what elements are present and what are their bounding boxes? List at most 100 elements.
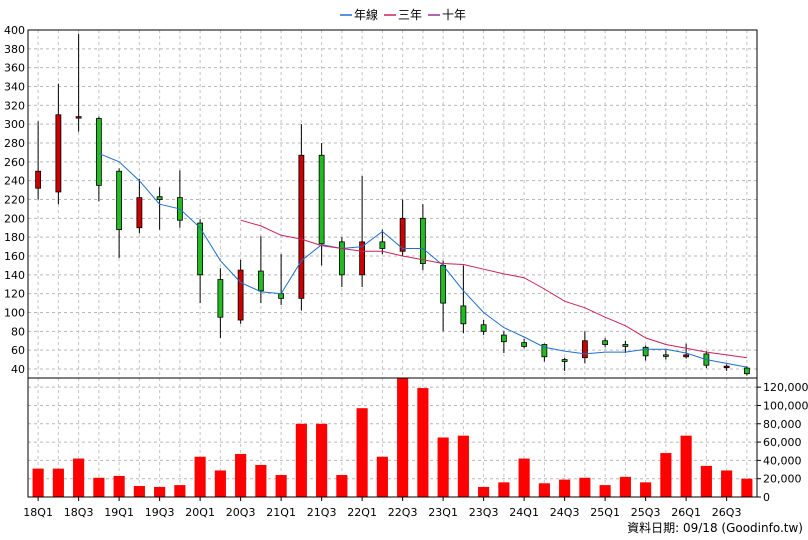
legend-label: 十年	[442, 8, 466, 22]
volume-bar	[640, 482, 652, 497]
x-tick-label: 24Q1	[509, 506, 539, 519]
volume-bar	[660, 453, 672, 497]
volume-panel-frame	[27, 377, 758, 498]
candle-body	[75, 116, 82, 119]
volume-bar	[457, 435, 469, 497]
price-tick-label: 280	[4, 137, 25, 150]
series-line-three-year	[240, 219, 747, 359]
price-tick-label: 120	[4, 288, 25, 301]
x-axis: 18Q1 18Q3 19Q1 19Q3 20Q1 20Q3 21Q1 21Q3 22Q1 22Q3…	[23, 497, 741, 519]
moving-average-lines	[98, 152, 747, 368]
price-axis: 40 60 80 100 120 140 160 180 200 220 240 260 280 300 3…	[4, 24, 25, 376]
x-tick-label: 21Q3	[307, 506, 337, 519]
volume-bar	[518, 458, 530, 497]
volume-bar	[194, 456, 206, 497]
candle-body	[237, 269, 244, 321]
volume-bar	[356, 408, 368, 497]
candle-body	[95, 118, 102, 186]
price-tick-label: 80	[11, 325, 25, 338]
candle-body	[581, 340, 588, 359]
price-tick-label: 300	[4, 118, 25, 131]
volume-bar	[52, 468, 64, 497]
x-tick-label: 22Q3	[388, 506, 418, 519]
candle-body	[521, 342, 528, 347]
volume-bar	[113, 475, 125, 497]
candle-body	[318, 154, 325, 245]
volume-bar	[579, 477, 591, 497]
source-label: 資料日期: 09/18 (Goodinfo.tw)	[627, 521, 803, 535]
candle-body	[743, 367, 750, 375]
candle-body	[622, 344, 629, 347]
volume-bar	[437, 437, 449, 497]
price-tick-label: 40	[11, 363, 25, 376]
price-tick-label: 160	[4, 250, 25, 263]
volume-bar	[478, 486, 490, 497]
candle-body	[460, 305, 467, 325]
legend-label: 三年	[398, 8, 422, 22]
price-tick-label: 260	[4, 156, 25, 169]
volume-tick-label: 40,000	[763, 454, 802, 467]
volume-bar	[336, 475, 348, 497]
volume-bar	[721, 470, 733, 497]
volume-tick-label: 120,000	[763, 381, 808, 394]
candle-body	[419, 217, 426, 264]
volume-bar	[397, 378, 409, 497]
x-tick-label: 23Q1	[428, 506, 458, 519]
volume-bars	[32, 378, 753, 497]
x-tick-label: 21Q1	[266, 506, 296, 519]
price-tick-label: 320	[4, 99, 25, 112]
candle-body	[561, 359, 568, 362]
volume-bar	[700, 465, 712, 497]
volume-bar	[599, 485, 611, 497]
price-tick-label: 180	[4, 231, 25, 244]
candle-body	[156, 196, 163, 200]
candle-body	[278, 293, 285, 299]
candle-body	[116, 170, 123, 231]
grid-lines	[28, 29, 757, 497]
volume-bar	[93, 477, 105, 497]
volume-bar	[316, 423, 328, 497]
legend: 年線 三年 十年	[340, 7, 466, 22]
volume-tick-label: 100,000	[763, 399, 808, 412]
price-tick-label: 240	[4, 175, 25, 188]
volume-bar	[417, 388, 429, 497]
candle-body	[683, 354, 690, 358]
x-tick-label: 20Q3	[226, 506, 256, 519]
candle-body	[541, 344, 548, 358]
x-tick-label: 18Q1	[23, 506, 53, 519]
candle-body	[440, 265, 447, 304]
volume-bar	[214, 470, 226, 497]
volume-bar	[275, 475, 287, 497]
volume-axis: 0 20,000 40,000 60,000 80,000 100,000 120,000	[757, 381, 808, 504]
volume-bar	[741, 478, 753, 497]
price-tick-label: 380	[4, 43, 25, 56]
volume-tick-label: 20,000	[763, 473, 802, 486]
price-tick-label: 140	[4, 269, 25, 282]
x-tick-label: 25Q1	[590, 506, 620, 519]
price-tick-label: 340	[4, 81, 25, 94]
x-tick-label: 20Q1	[185, 506, 215, 519]
x-tick-label: 26Q1	[671, 506, 701, 519]
x-tick-label: 18Q3	[64, 506, 94, 519]
volume-bar	[295, 423, 307, 497]
candle-body	[602, 340, 609, 345]
plot-frames	[27, 29, 758, 498]
legend-label: 年線	[354, 7, 378, 22]
volume-bar	[619, 476, 631, 497]
price-tick-label: 60	[11, 344, 25, 357]
candle-body	[257, 270, 264, 292]
price-tick-label: 400	[4, 24, 25, 37]
candle-body	[662, 354, 669, 357]
candle-body	[35, 170, 42, 189]
price-tick-label: 220	[4, 194, 25, 207]
x-tick-label: 19Q1	[104, 506, 134, 519]
volume-bar	[559, 479, 571, 497]
x-tick-label: 26Q3	[712, 506, 742, 519]
candle-body	[197, 222, 204, 276]
volume-tick-label: 0	[763, 491, 770, 504]
volume-bar	[376, 456, 388, 497]
volume-bar	[174, 485, 186, 497]
volume-bar	[255, 464, 267, 497]
candle-body	[338, 241, 345, 276]
